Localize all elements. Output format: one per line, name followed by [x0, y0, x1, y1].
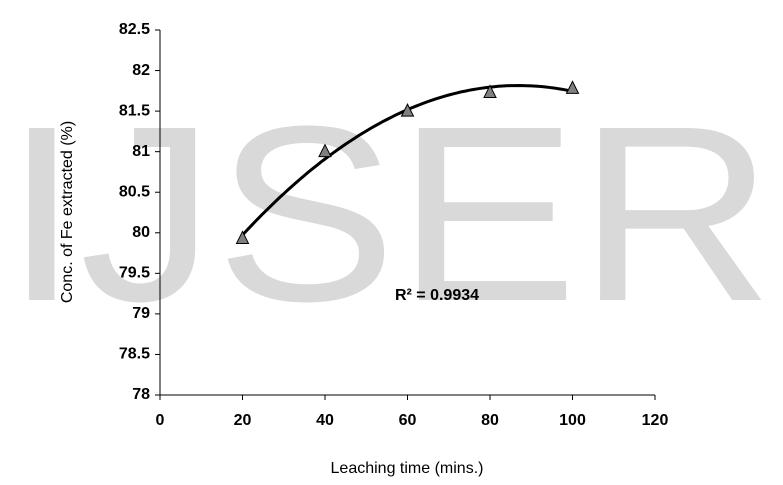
y-tick-label: 81	[132, 143, 150, 160]
y-tick-label: 78.5	[119, 346, 150, 363]
y-tick-label: 81.5	[119, 102, 150, 119]
x-axis-label: Leaching time (mins.)	[331, 460, 484, 477]
x-tick-label: 20	[234, 412, 252, 429]
x-tick-label: 60	[399, 412, 417, 429]
y-tick-label: 78	[132, 386, 150, 403]
marker	[483, 84, 497, 98]
marker	[565, 80, 580, 94]
x-tick-label: 0	[156, 412, 165, 429]
y-tick-label: 80	[132, 224, 150, 241]
annotation: R² = 0.9934	[395, 287, 479, 304]
x-tick-label: 80	[481, 412, 499, 429]
x-tick-label: 40	[316, 412, 334, 429]
y-axis-label: Conc. of Fe extracted (%)	[59, 121, 76, 303]
x-tick-label: 100	[559, 412, 586, 429]
watermark: IJSER	[4, 74, 774, 353]
y-tick-label: 82	[132, 62, 150, 79]
y-tick-label: 79	[132, 305, 150, 322]
y-tick-label: 80.5	[119, 183, 150, 200]
y-tick-label: 79.5	[119, 265, 150, 282]
marker	[318, 143, 332, 158]
y-tick-label: 82.5	[119, 21, 150, 38]
marker	[235, 230, 250, 244]
marker	[400, 102, 415, 117]
x-tick-label: 120	[642, 412, 669, 429]
